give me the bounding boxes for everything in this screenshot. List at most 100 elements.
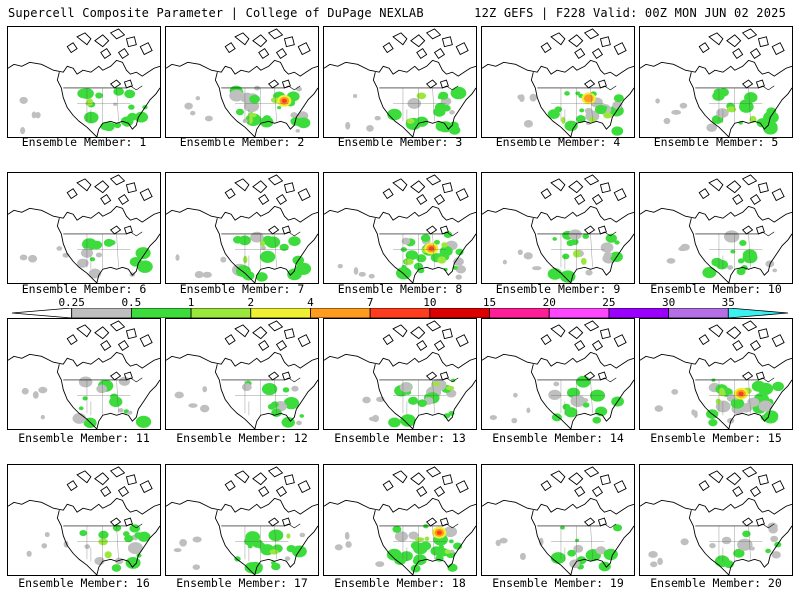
scp-area	[758, 400, 773, 412]
island-outline	[574, 339, 586, 352]
island-outline	[224, 188, 236, 200]
island-outline	[455, 334, 469, 348]
legend-tick-label: 25	[602, 296, 616, 309]
island-outline	[234, 470, 250, 484]
island-outline	[741, 517, 754, 527]
scp-area	[702, 267, 717, 279]
scp-area	[405, 250, 419, 261]
scp-area	[671, 109, 682, 115]
scp-area	[564, 120, 578, 132]
island-outline	[66, 334, 78, 346]
scp-area	[612, 100, 623, 110]
country-border	[379, 523, 459, 529]
island-outline	[100, 485, 112, 498]
island-outline	[755, 225, 765, 235]
island-outline	[708, 32, 724, 46]
island-outline	[613, 42, 627, 56]
scp-area	[655, 98, 660, 104]
coastline	[254, 233, 318, 283]
scp-area	[749, 546, 755, 551]
scp-area	[38, 386, 48, 394]
legend-tick-label: 4	[307, 296, 314, 309]
island-outline	[455, 42, 469, 56]
coastline	[570, 87, 634, 137]
island-outline	[425, 371, 438, 381]
scp-area	[98, 538, 108, 546]
scp-area	[282, 387, 290, 393]
scp-area	[420, 234, 431, 242]
island-outline	[117, 339, 130, 352]
island-outline	[283, 36, 295, 48]
island-outline	[540, 188, 552, 200]
island-outline	[234, 32, 250, 46]
scp-area	[113, 526, 121, 532]
scp-field-overlay	[173, 529, 307, 575]
country-border	[537, 377, 617, 383]
scp-area	[554, 106, 563, 113]
coastline	[570, 379, 634, 429]
scp-area	[449, 110, 455, 115]
coastline	[688, 364, 730, 429]
map-outlines	[482, 466, 634, 575]
scp-area	[103, 122, 115, 132]
scp-area	[96, 384, 108, 394]
island-outline	[109, 320, 126, 332]
north-america-map	[482, 174, 634, 283]
ensemble-member-caption: Ensemble Member: 13	[334, 431, 466, 445]
coastline	[214, 218, 256, 283]
island-outline	[749, 193, 762, 206]
island-outline	[550, 178, 566, 192]
island-outline	[439, 371, 449, 381]
island-outline	[139, 334, 153, 348]
scp-area	[715, 398, 721, 405]
island-outline	[425, 225, 438, 235]
scp-area	[680, 243, 690, 251]
map-outlines	[166, 174, 318, 283]
scp-area	[439, 246, 453, 257]
island-outline	[698, 42, 710, 54]
island-outline	[568, 326, 584, 340]
scp-area	[523, 252, 533, 260]
island-outline	[94, 34, 110, 48]
scp-area	[281, 244, 288, 250]
scp-area	[564, 407, 578, 418]
scp-area	[408, 531, 419, 540]
scp-area	[78, 406, 84, 411]
island-outline	[382, 188, 394, 200]
scp-area	[763, 385, 768, 389]
coastline	[56, 364, 98, 429]
scp-area	[247, 544, 253, 549]
scp-area	[248, 116, 253, 124]
scp-area	[551, 413, 562, 422]
island-outline	[117, 47, 130, 60]
scp-area	[443, 526, 458, 538]
scp-area	[453, 542, 463, 550]
island-outline	[597, 517, 607, 527]
scp-area	[95, 92, 103, 99]
scp-area	[765, 548, 771, 554]
island-outline	[416, 193, 428, 206]
scp-area	[730, 249, 736, 254]
north-america-map	[8, 28, 160, 137]
island-outline	[94, 326, 110, 340]
scp-area	[268, 529, 284, 542]
island-outline	[597, 371, 607, 381]
scp-area	[450, 86, 467, 100]
island-outline	[540, 480, 552, 492]
island-outline	[125, 474, 137, 486]
island-outline	[574, 485, 586, 498]
ensemble-member-caption: Ensemble Member: 17	[176, 576, 308, 590]
scp-area	[453, 257, 464, 266]
island-outline	[109, 466, 126, 478]
scp-area	[192, 536, 202, 543]
coastline	[56, 72, 98, 137]
scp-field-overlay	[19, 87, 149, 135]
scp-area	[709, 542, 716, 549]
legend-color-swatch	[429, 308, 490, 318]
legend-high-arrow	[727, 308, 788, 318]
scp-area	[109, 240, 116, 246]
island-outline	[252, 180, 268, 194]
scp-area	[742, 530, 751, 538]
scp-area	[127, 410, 133, 415]
scp-area	[446, 385, 455, 391]
